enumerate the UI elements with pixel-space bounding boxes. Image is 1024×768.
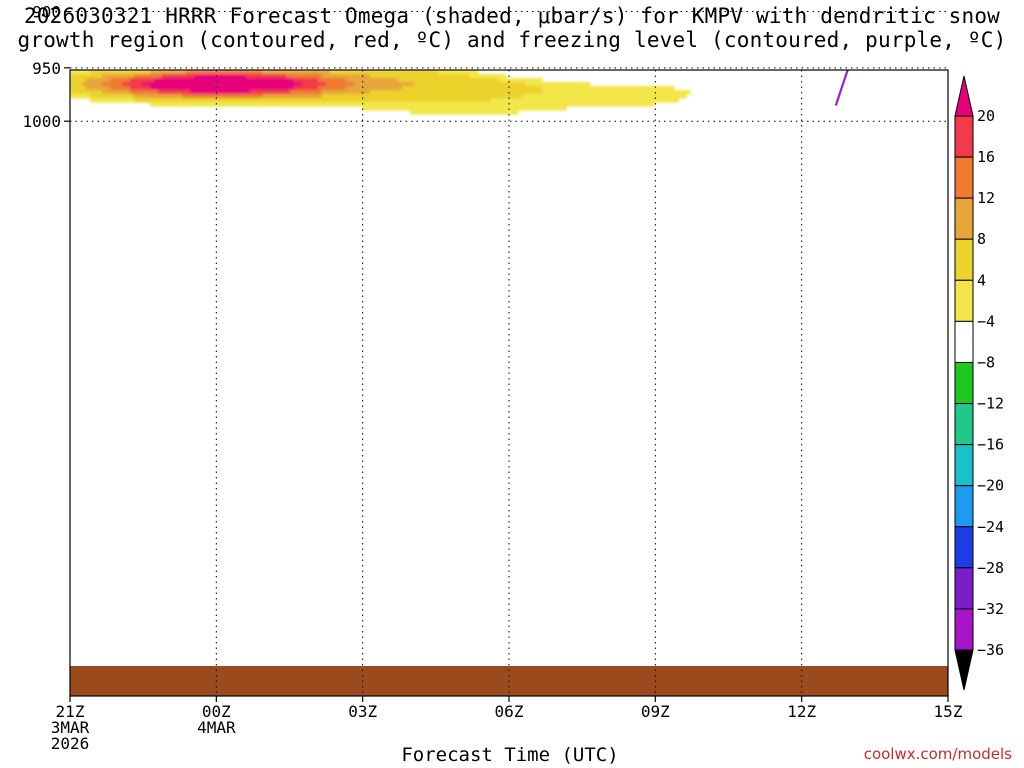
contour-0 — [834, 70, 849, 106]
colorbar-label: −36 — [977, 641, 1004, 659]
colorbar-label: 8 — [977, 230, 986, 248]
axes: 2503003504004505005506006507007508008509… — [22, 3, 963, 753]
colorbar-label: 20 — [977, 107, 995, 125]
colorbar-swatch — [954, 115, 974, 158]
colorbar-swatch — [954, 361, 974, 405]
colorbar-swatch — [954, 526, 974, 569]
colorbar: 20 16 12 8 4 −4 −8 −12 −16 −20 −24 −28 −32 −36 — [954, 75, 1004, 691]
colorbar-label: −16 — [977, 436, 1004, 454]
x-tick-label: 00Z — [202, 702, 231, 721]
x-tick-label: 3MAR — [51, 718, 90, 737]
colorbar-label: 16 — [977, 148, 995, 166]
colorbar-label: −32 — [977, 600, 1004, 618]
y-tick-label: 950 — [32, 59, 61, 78]
x-tick-label: 03Z — [348, 702, 377, 721]
x-tick-label: 21Z — [56, 702, 85, 721]
colorbar-swatch — [954, 197, 974, 240]
colorbar-label: −24 — [977, 518, 1004, 536]
grid-lines — [70, 11, 948, 696]
colorbar-swatch — [954, 238, 974, 281]
chart-title: 2026030321 HRRR Forecast Omega (shaded, … — [17, 4, 1013, 52]
x-tick-label: 15Z — [934, 702, 963, 721]
y-tick-label: 1000 — [22, 112, 61, 131]
colorbar-label: −12 — [977, 395, 1004, 413]
colorbar-swatch — [954, 444, 974, 487]
colorbar-label: −4 — [977, 312, 995, 330]
colorbar-swatch — [954, 279, 974, 322]
y-tick-label: 900 — [32, 3, 61, 22]
colorbar-cap-top — [954, 75, 974, 117]
colorbar-swatch — [954, 320, 974, 363]
colorbar-label: −20 — [977, 477, 1004, 495]
x-tick-label: 4MAR — [197, 718, 236, 737]
colorbar-label: −28 — [977, 559, 1004, 577]
colorbar-label: −8 — [977, 353, 995, 371]
colorbar-swatch — [954, 403, 974, 446]
x-tick-label: 06Z — [495, 702, 524, 721]
x-tick-label: 12Z — [787, 702, 816, 721]
colorbar-swatch — [954, 156, 974, 199]
colorbar-cap-bottom — [954, 649, 974, 691]
colorbar-label: 12 — [977, 189, 995, 207]
x-axis-label: Forecast Time (UTC) — [401, 744, 619, 766]
x-tick-label: 09Z — [641, 702, 670, 721]
credit-link[interactable]: coolwx.com/models — [863, 745, 1012, 763]
colorbar-swatch — [954, 567, 974, 610]
x-tick-label: 2026 — [51, 734, 90, 753]
colorbar-swatch — [954, 608, 974, 651]
colorbar-label: 4 — [977, 271, 986, 289]
omega-cells — [70, 70, 691, 115]
colorbar-swatch — [954, 485, 974, 528]
